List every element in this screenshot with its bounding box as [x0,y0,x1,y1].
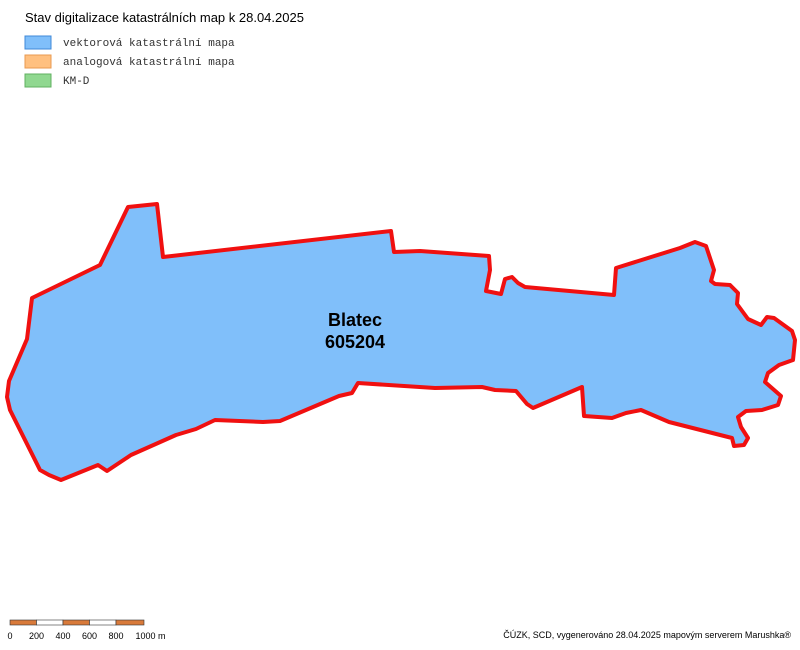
scale-segment [62,619,90,626]
scale-label: 1000 m [135,631,165,641]
legend-swatch [24,35,52,50]
legend-label: KM-D [63,76,90,88]
cadastral-area [5,202,797,482]
scale-labels: 0 200 400 600 800 1000 m [7,631,165,641]
scale-label: 600 [82,631,97,641]
scale-label: 200 [29,631,44,641]
legend-swatch [24,54,52,69]
scale-label: 800 [108,631,123,641]
scale-segment [9,619,37,626]
scale-segment [36,619,64,626]
legend: vektorová katastrální mapa analogová kata… [24,35,235,88]
area-code: 605204 [325,332,385,352]
scale-label: 400 [55,631,70,641]
legend-swatch [24,73,52,88]
scale-label: 0 [7,631,12,641]
legend-label: vektorová katastrální mapa [63,38,235,50]
area-name: Blatec [328,310,382,330]
scale-segment [89,619,117,626]
scale-bar [9,619,145,626]
credit: ČÚZK, SCD, vygenerováno 28.04.2025 mapov… [503,630,791,640]
scale-segment [115,619,145,626]
legend-label: analogová katastrální mapa [63,57,235,69]
map-title: Stav digitalizace katastrálních map k 28… [25,10,304,25]
